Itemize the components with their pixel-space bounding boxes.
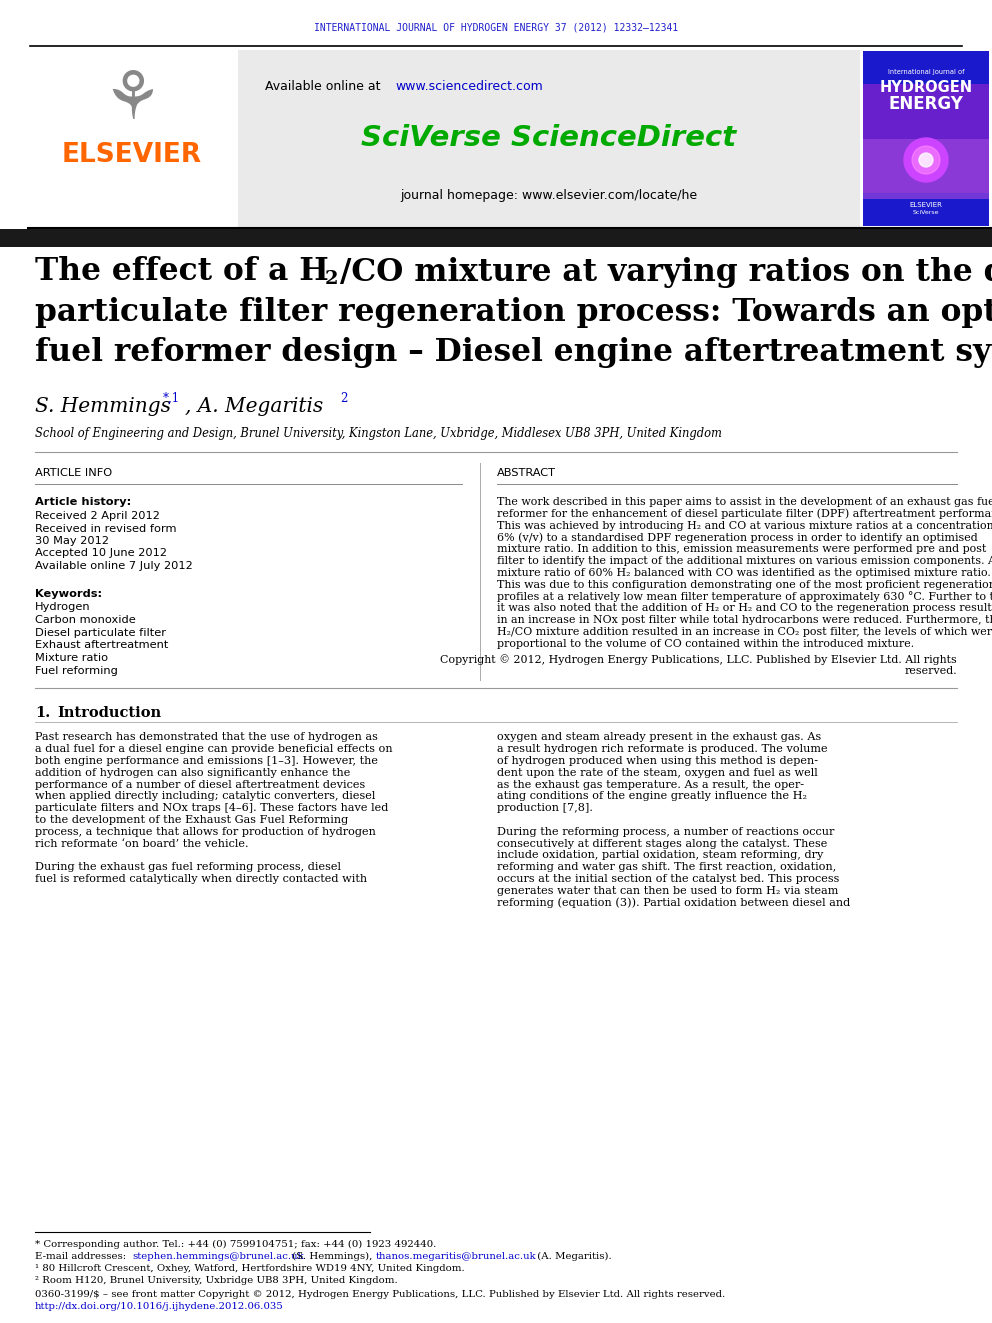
Text: proportional to the volume of CO contained within the introduced mixture.: proportional to the volume of CO contain… [497,639,914,648]
Text: 2: 2 [325,270,338,288]
Text: Hydrogen: Hydrogen [35,602,90,613]
Text: SciVerse ScienceDirect: SciVerse ScienceDirect [361,124,737,152]
Text: *,1: *,1 [163,392,181,405]
Text: consecutively at different stages along the catalyst. These: consecutively at different stages along … [497,839,827,848]
Text: Exhaust aftertreatment: Exhaust aftertreatment [35,640,169,651]
Text: to the development of the Exhaust Gas Fuel Reforming: to the development of the Exhaust Gas Fu… [35,815,348,826]
Text: /CO mixture at varying ratios on the diesel: /CO mixture at varying ratios on the die… [340,257,992,287]
Text: mixture ratio of 60% H₂ balanced with CO was identified as the optimised mixture: mixture ratio of 60% H₂ balanced with CO… [497,568,991,578]
Text: occurs at the initial section of the catalyst bed. This process: occurs at the initial section of the cat… [497,875,839,884]
Text: The work described in this paper aims to assist in the development of an exhaust: The work described in this paper aims to… [497,497,992,507]
Text: INTERNATIONAL JOURNAL OF HYDROGEN ENERGY 37 (2012) 12332–12341: INTERNATIONAL JOURNAL OF HYDROGEN ENERGY… [313,22,679,33]
Circle shape [919,153,933,167]
Text: Mixture ratio: Mixture ratio [35,654,108,663]
Text: ELSEVIER: ELSEVIER [62,142,202,168]
Text: ating conditions of the engine greatly influence the H₂: ating conditions of the engine greatly i… [497,791,807,802]
Text: of hydrogen produced when using this method is depen-: of hydrogen produced when using this met… [497,755,818,766]
Text: During the reforming process, a number of reactions occur: During the reforming process, a number o… [497,827,834,837]
Text: ⚘: ⚘ [102,67,162,134]
Text: addition of hydrogen can also significantly enhance the: addition of hydrogen can also significan… [35,767,350,778]
Bar [238,50,860,228]
Text: production [7,8].: production [7,8]. [497,803,593,814]
Text: mixture ratio. In addition to this, emission measurements were performed pre and: mixture ratio. In addition to this, emis… [497,544,986,554]
Text: particulate filters and NOx traps [4–6]. These factors have led: particulate filters and NOx traps [4–6].… [35,803,389,814]
Text: Received in revised form: Received in revised form [35,524,177,533]
Text: 2: 2 [340,392,347,405]
Text: (S. Hemmings),: (S. Hemmings), [289,1252,376,1261]
Text: as the exhaust gas temperature. As a result, the oper-: as the exhaust gas temperature. As a res… [497,779,804,790]
Text: International Journal of: International Journal of [888,69,964,75]
Text: During the exhaust gas fuel reforming process, diesel: During the exhaust gas fuel reforming pr… [35,863,341,872]
Text: reforming (equation (3)). Partial oxidation between diesel and: reforming (equation (3)). Partial oxidat… [497,897,850,908]
Text: rich reformate ‘on board’ the vehicle.: rich reformate ‘on board’ the vehicle. [35,839,249,848]
Text: Diesel particulate filter: Diesel particulate filter [35,627,166,638]
Text: This was achieved by introducing H₂ and CO at various mixture ratios at a concen: This was achieved by introducing H₂ and … [497,520,992,531]
Text: Available online at: Available online at [265,79,385,93]
Text: Copyright © 2012, Hydrogen Energy Publications, LLC. Published by Elsevier Ltd. : Copyright © 2012, Hydrogen Energy Public… [440,655,957,665]
Text: SciVerse: SciVerse [913,210,939,216]
Text: reformer for the enhancement of diesel particulate filter (DPF) aftertreatment p: reformer for the enhancement of diesel p… [497,509,992,520]
Text: Introduction: Introduction [57,706,161,721]
Bar [0,229,992,247]
Text: E-mail addresses:: E-mail addresses: [35,1252,129,1261]
Bar [863,139,989,198]
Text: (A. Megaritis).: (A. Megaritis). [534,1252,612,1261]
Text: ABSTRACT: ABSTRACT [497,468,556,478]
Text: when applied directly including; catalytic converters, diesel: when applied directly including; catalyt… [35,791,375,802]
Text: particulate filter regeneration process: Towards an optimised: particulate filter regeneration process:… [35,296,992,328]
Text: Fuel reforming: Fuel reforming [35,665,118,676]
Text: , A. Megaritis: , A. Megaritis [185,397,323,417]
Text: Carbon monoxide: Carbon monoxide [35,615,136,624]
Text: This was due to this configuration demonstrating one of the most proficient rege: This was due to this configuration demon… [497,579,992,590]
Text: * Corresponding author. Tel.: +44 (0) 7599104751; fax: +44 (0) 1923 492440.: * Corresponding author. Tel.: +44 (0) 75… [35,1240,436,1249]
Circle shape [904,138,948,183]
Bar [863,83,989,193]
Text: in an increase in NOx post filter while total hydrocarbons were reduced. Further: in an increase in NOx post filter while … [497,615,992,624]
Text: a result hydrogen rich reformate is produced. The volume: a result hydrogen rich reformate is prod… [497,745,827,754]
Text: generates water that can then be used to form H₂ via steam: generates water that can then be used to… [497,886,838,896]
Text: ARTICLE INFO: ARTICLE INFO [35,468,112,478]
Text: ENERGY: ENERGY [889,95,963,112]
Text: a dual fuel for a diesel engine can provide beneficial effects on: a dual fuel for a diesel engine can prov… [35,745,393,754]
Text: reforming and water gas shift. The first reaction, oxidation,: reforming and water gas shift. The first… [497,863,836,872]
Text: HYDROGEN: HYDROGEN [880,81,972,95]
Text: include oxidation, partial oxidation, steam reforming, dry: include oxidation, partial oxidation, st… [497,851,823,860]
Text: Past research has demonstrated that the use of hydrogen as: Past research has demonstrated that the … [35,733,378,742]
Text: fuel reformer design – Diesel engine aftertreatment system: fuel reformer design – Diesel engine aft… [35,336,992,368]
Text: Accepted 10 June 2012: Accepted 10 June 2012 [35,549,167,558]
Text: process, a technique that allows for production of hydrogen: process, a technique that allows for pro… [35,827,376,837]
Text: thanos.megaritis@brunel.ac.uk: thanos.megaritis@brunel.ac.uk [376,1252,537,1261]
Text: 30 May 2012: 30 May 2012 [35,536,109,546]
Text: S. Hemmings: S. Hemmings [35,397,171,417]
Text: School of Engineering and Design, Brunel University, Kingston Lane, Uxbridge, Mi: School of Engineering and Design, Brunel… [35,427,722,441]
Bar [863,52,989,226]
Text: H₂/CO mixture addition resulted in an increase in CO₂ post filter, the levels of: H₂/CO mixture addition resulted in an in… [497,627,992,636]
Text: filter to identify the impact of the additional mixtures on various emission com: filter to identify the impact of the add… [497,556,992,566]
Text: Received 2 April 2012: Received 2 April 2012 [35,511,160,521]
Text: Available online 7 July 2012: Available online 7 July 2012 [35,561,192,572]
Text: oxygen and steam already present in the exhaust gas. As: oxygen and steam already present in the … [497,733,821,742]
Text: dent upon the rate of the steam, oxygen and fuel as well: dent upon the rate of the steam, oxygen … [497,767,817,778]
Text: ¹ 80 Hillcroft Crescent, Oxhey, Watford, Hertfordshire WD19 4NY, United Kingdom.: ¹ 80 Hillcroft Crescent, Oxhey, Watford,… [35,1263,464,1273]
Text: www.sciencedirect.com: www.sciencedirect.com [395,79,543,93]
Text: stephen.hemmings@brunel.ac.uk: stephen.hemmings@brunel.ac.uk [132,1252,304,1261]
Text: Article history:: Article history: [35,497,131,507]
Text: ELSEVIER: ELSEVIER [910,202,942,208]
Text: journal homepage: www.elsevier.com/locate/he: journal homepage: www.elsevier.com/locat… [401,189,697,202]
Text: reserved.: reserved. [905,667,957,676]
Text: profiles at a relatively low mean filter temperature of approximately 630 °C. Fu: profiles at a relatively low mean filter… [497,591,992,602]
Text: ² Room H120, Brunel University, Uxbridge UB8 3PH, United Kingdom.: ² Room H120, Brunel University, Uxbridge… [35,1275,398,1285]
Text: Keywords:: Keywords: [35,589,102,599]
Text: both engine performance and emissions [1–3]. However, the: both engine performance and emissions [1… [35,755,378,766]
Text: it was also noted that the addition of H₂ or H₂ and CO to the regeneration proce: it was also noted that the addition of H… [497,603,992,613]
Text: The effect of a H: The effect of a H [35,257,328,287]
Circle shape [912,146,940,175]
Text: 0360-3199/$ – see front matter Copyright © 2012, Hydrogen Energy Publications, L: 0360-3199/$ – see front matter Copyright… [35,1290,725,1299]
Text: 1.: 1. [35,706,51,721]
Text: performance of a number of diesel aftertreatment devices: performance of a number of diesel aftert… [35,779,365,790]
Bar [28,53,236,193]
Text: fuel is reformed catalytically when directly contacted with: fuel is reformed catalytically when dire… [35,875,367,884]
Text: http://dx.doi.org/10.1016/j.ijhydene.2012.06.035: http://dx.doi.org/10.1016/j.ijhydene.201… [35,1302,284,1311]
Text: 6% (v/v) to a standardised DPF regeneration process in order to identify an opti: 6% (v/v) to a standardised DPF regenerat… [497,532,978,542]
